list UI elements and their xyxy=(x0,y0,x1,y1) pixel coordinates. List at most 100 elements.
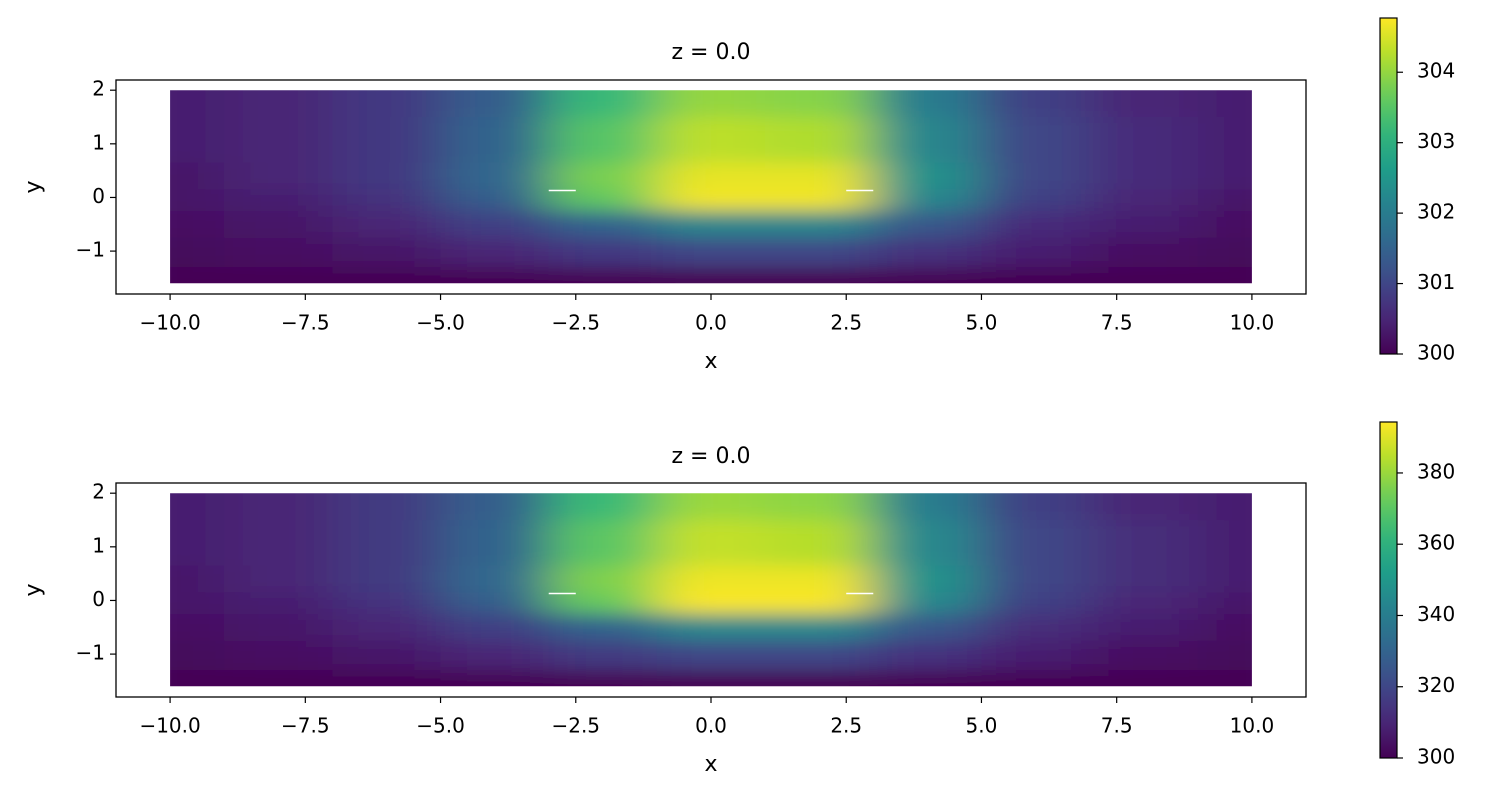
heatmap-cell xyxy=(873,592,982,615)
colorbar-tick-label: 301 xyxy=(1417,270,1455,294)
heatmap-cell xyxy=(656,520,766,567)
heatmap-cell xyxy=(1197,90,1252,118)
colorbar-tick-label: 380 xyxy=(1417,459,1455,483)
heatmap-cell xyxy=(548,565,658,593)
colorbar-tick-label: 320 xyxy=(1417,673,1455,697)
heatmap-cell xyxy=(765,162,874,190)
heatmap-cell xyxy=(224,493,333,521)
heatmap-cell xyxy=(1089,670,1199,687)
heatmap-cell xyxy=(873,90,982,118)
x-tick-label: −10.0 xyxy=(139,714,200,738)
heatmap-cell xyxy=(873,237,982,268)
heatmap-cell xyxy=(170,189,225,212)
heatmap-cell xyxy=(548,210,658,239)
heatmap-cell xyxy=(765,237,874,268)
heatmap-cells xyxy=(170,493,1252,687)
heatmap-cell xyxy=(765,267,874,284)
heatmap-cell xyxy=(1197,670,1252,687)
heatmap-cell xyxy=(656,670,766,687)
heatmap-cell xyxy=(440,210,550,239)
heatmap-cell xyxy=(656,210,766,239)
x-tick-label: 0.0 xyxy=(695,714,727,738)
heatmap-cell xyxy=(981,670,1091,687)
heatmap-cell xyxy=(224,237,333,268)
heatmap-cell xyxy=(440,640,550,671)
heatmap-cell xyxy=(656,493,766,521)
heatmap-cell xyxy=(873,162,982,190)
heatmap-cell xyxy=(981,592,1091,615)
colorbar-tick-label: 302 xyxy=(1417,200,1455,224)
heatmap-cell xyxy=(765,613,874,642)
heatmap-cell xyxy=(981,237,1091,268)
heatmap-cell xyxy=(224,613,333,642)
heatmap-cell xyxy=(1197,640,1252,671)
x-tick-label: 2.5 xyxy=(830,311,862,335)
heatmap-cell xyxy=(170,237,225,268)
heatmap-cell xyxy=(224,670,333,687)
heatmap-cell xyxy=(765,640,874,671)
heatmap-cell xyxy=(873,267,982,284)
x-axis-label: x xyxy=(704,349,717,374)
heatmap-cell xyxy=(981,613,1091,642)
x-tick-label: −5.0 xyxy=(416,714,465,738)
heatmap-cell xyxy=(873,520,982,567)
heatmap-cell xyxy=(332,592,442,615)
y-tick-label: −1 xyxy=(76,641,105,665)
heatmap-cell xyxy=(548,237,658,268)
heatmap-cell xyxy=(765,189,874,212)
heatmap-cell xyxy=(224,90,333,118)
heatmap-cell xyxy=(440,613,550,642)
heatmap-cell xyxy=(1089,90,1199,118)
heatmap-cell xyxy=(765,670,874,687)
x-tick-label: 10.0 xyxy=(1230,311,1275,335)
heatmap-cell xyxy=(440,117,550,164)
heatmap-cell xyxy=(1089,592,1199,615)
heatmap-cell xyxy=(1197,117,1252,164)
heatmap-cell xyxy=(873,565,982,593)
heatmap-cell xyxy=(1197,565,1252,593)
heatmap-cell xyxy=(332,640,442,671)
colorbar-tick-label: 340 xyxy=(1417,602,1455,626)
y-tick-label: 1 xyxy=(92,130,105,154)
heatmap-cell xyxy=(332,565,442,593)
heatmap-cell xyxy=(332,613,442,642)
heatmap-cell xyxy=(548,520,658,567)
heatmap-cell xyxy=(1197,592,1252,615)
heatmap-cell xyxy=(981,640,1091,671)
colorbar-tick-label: 300 xyxy=(1417,341,1455,365)
colorbar xyxy=(1379,17,1398,355)
heatmap-cell xyxy=(332,90,442,118)
heatmap-cell xyxy=(224,189,333,212)
colorbar-tick-label: 360 xyxy=(1417,531,1455,555)
heatmap-cell xyxy=(765,117,874,164)
x-tick-label: 2.5 xyxy=(830,714,862,738)
y-tick-label: 2 xyxy=(92,77,105,101)
y-tick-label: 0 xyxy=(92,184,105,208)
colorbar-tick-label: 304 xyxy=(1417,59,1455,83)
heatmap-cell xyxy=(170,267,225,284)
heatmap-cell xyxy=(440,237,550,268)
heatmap-cell xyxy=(765,210,874,239)
heatmap-cell xyxy=(170,162,225,190)
heatmap-cell xyxy=(1197,189,1252,212)
heatmap xyxy=(170,493,1252,687)
chart-title: z = 0.0 xyxy=(672,444,751,469)
heatmap-cell xyxy=(440,493,550,521)
x-tick-label: −5.0 xyxy=(416,311,465,335)
heatmap-cell xyxy=(170,670,225,687)
heatmap-cell xyxy=(873,117,982,164)
heatmap-cell xyxy=(440,670,550,687)
heatmap-cell xyxy=(981,90,1091,118)
heatmap-cell xyxy=(170,613,225,642)
heatmap-cell xyxy=(440,162,550,190)
heatmap-cell xyxy=(224,640,333,671)
heatmap-cell xyxy=(981,117,1091,164)
heatmap-cell xyxy=(548,592,658,615)
heatmap-cell xyxy=(873,613,982,642)
heatmap-cell xyxy=(656,162,766,190)
heatmap-cell xyxy=(656,640,766,671)
heatmap-cell xyxy=(224,117,333,164)
heatmap-cell xyxy=(224,592,333,615)
heatmap-cell xyxy=(765,520,874,567)
heatmap-cell xyxy=(440,189,550,212)
